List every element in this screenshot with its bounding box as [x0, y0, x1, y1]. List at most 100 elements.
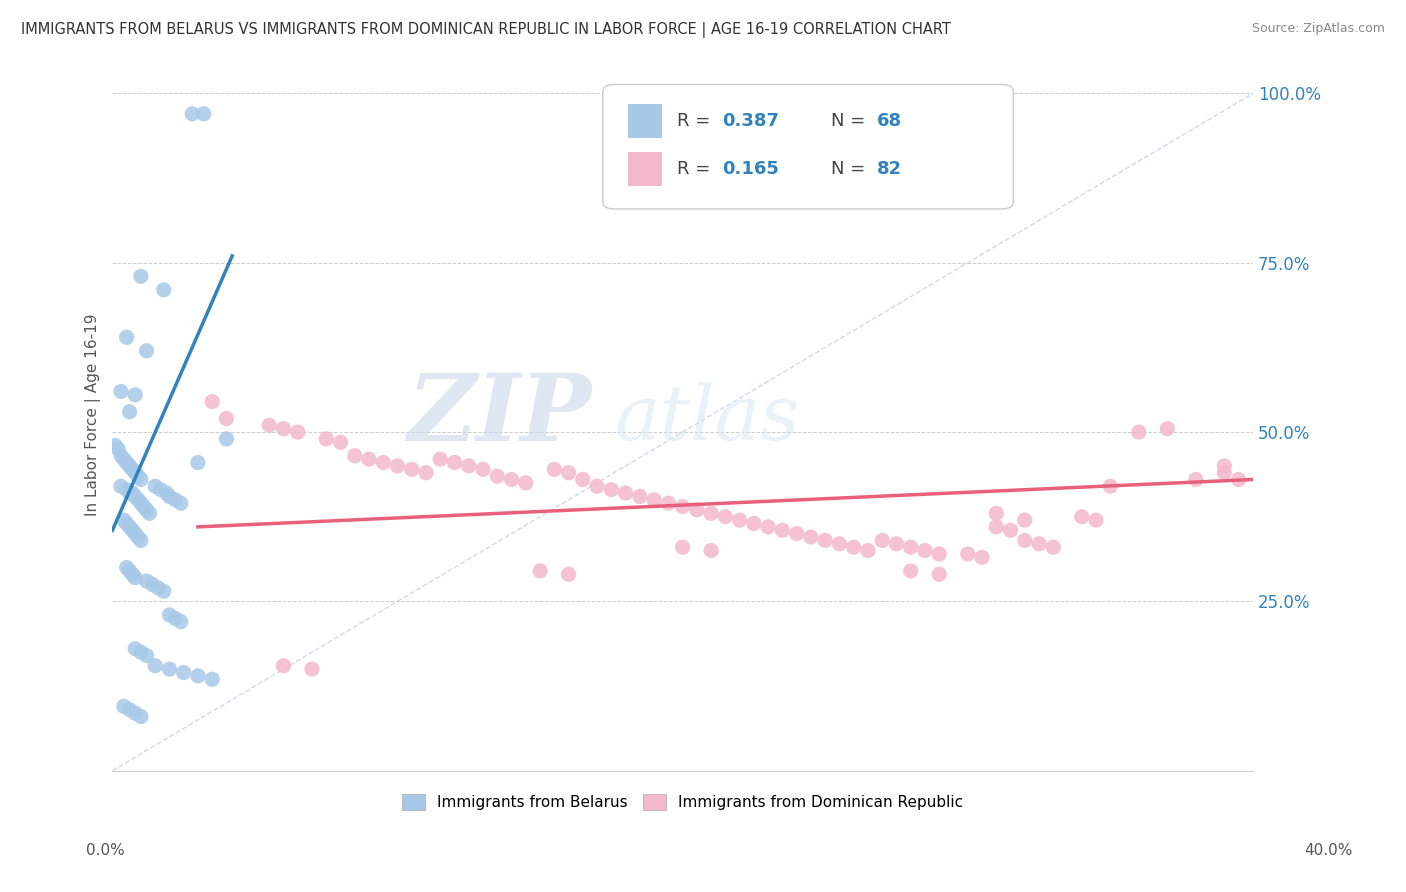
- Point: [557, 466, 579, 480]
- Point: [115, 456, 138, 470]
- Point: [786, 526, 808, 541]
- Point: [118, 486, 141, 500]
- Point: [110, 479, 132, 493]
- Point: [870, 533, 893, 548]
- Text: N =: N =: [831, 112, 870, 129]
- Point: [373, 456, 395, 470]
- Point: [1128, 425, 1150, 439]
- Point: [928, 547, 950, 561]
- Point: [1213, 458, 1236, 473]
- Point: [643, 492, 665, 507]
- Text: atlas: atlas: [614, 382, 800, 456]
- Point: [273, 422, 295, 436]
- Point: [387, 458, 409, 473]
- Point: [429, 452, 451, 467]
- Point: [132, 500, 155, 514]
- Point: [956, 547, 979, 561]
- Point: [104, 439, 127, 453]
- Point: [1028, 537, 1050, 551]
- Point: [201, 673, 224, 687]
- Point: [110, 449, 132, 463]
- Point: [135, 574, 157, 588]
- Point: [315, 432, 337, 446]
- Point: [900, 564, 922, 578]
- Point: [124, 466, 146, 480]
- Point: [118, 405, 141, 419]
- Point: [187, 669, 209, 683]
- Point: [173, 665, 195, 680]
- Point: [138, 506, 160, 520]
- Point: [124, 526, 146, 541]
- Legend: Immigrants from Belarus, Immigrants from Dominican Republic: Immigrants from Belarus, Immigrants from…: [396, 789, 969, 816]
- Point: [118, 564, 141, 578]
- Point: [928, 567, 950, 582]
- Text: ZIP: ZIP: [408, 370, 592, 460]
- Point: [557, 567, 579, 582]
- Point: [856, 543, 879, 558]
- Text: R =: R =: [676, 160, 716, 178]
- Point: [672, 540, 695, 554]
- Point: [900, 540, 922, 554]
- Point: [115, 516, 138, 531]
- Point: [886, 537, 908, 551]
- Point: [1070, 509, 1092, 524]
- Point: [187, 456, 209, 470]
- Point: [1014, 513, 1036, 527]
- Point: [486, 469, 509, 483]
- Point: [112, 699, 135, 714]
- Point: [828, 537, 851, 551]
- Point: [170, 615, 193, 629]
- FancyBboxPatch shape: [603, 85, 1014, 209]
- Point: [970, 550, 993, 565]
- Y-axis label: In Labor Force | Age 16-19: In Labor Force | Age 16-19: [86, 314, 101, 516]
- Point: [700, 543, 723, 558]
- Text: IMMIGRANTS FROM BELARUS VS IMMIGRANTS FROM DOMINICAN REPUBLIC IN LABOR FORCE | A: IMMIGRANTS FROM BELARUS VS IMMIGRANTS FR…: [21, 22, 950, 38]
- Point: [121, 462, 143, 476]
- Point: [110, 384, 132, 399]
- Point: [472, 462, 495, 476]
- Point: [700, 506, 723, 520]
- Point: [129, 709, 152, 723]
- Point: [443, 456, 465, 470]
- FancyBboxPatch shape: [628, 152, 662, 186]
- Point: [301, 662, 323, 676]
- Point: [129, 473, 152, 487]
- Point: [986, 506, 1008, 520]
- Point: [572, 473, 595, 487]
- Point: [149, 483, 172, 497]
- Point: [135, 343, 157, 358]
- Point: [672, 500, 695, 514]
- Point: [129, 533, 152, 548]
- Text: 0.387: 0.387: [723, 112, 779, 129]
- Point: [457, 458, 479, 473]
- Point: [152, 283, 174, 297]
- Text: 68: 68: [876, 112, 901, 129]
- Point: [215, 411, 238, 425]
- Point: [115, 560, 138, 574]
- Point: [1099, 479, 1122, 493]
- Point: [1000, 523, 1022, 537]
- Point: [1213, 466, 1236, 480]
- Text: 0.0%: 0.0%: [86, 843, 125, 857]
- Point: [842, 540, 865, 554]
- Point: [129, 496, 152, 510]
- Point: [159, 490, 181, 504]
- Point: [914, 543, 936, 558]
- Point: [118, 703, 141, 717]
- Point: [127, 469, 149, 483]
- Text: 40.0%: 40.0%: [1305, 843, 1353, 857]
- Point: [1156, 422, 1178, 436]
- Point: [107, 442, 129, 456]
- Point: [586, 479, 609, 493]
- Text: R =: R =: [676, 112, 716, 129]
- Point: [357, 452, 380, 467]
- Point: [814, 533, 837, 548]
- Point: [124, 490, 146, 504]
- Point: [124, 388, 146, 402]
- Point: [135, 648, 157, 663]
- Point: [515, 475, 537, 490]
- Point: [529, 564, 551, 578]
- Point: [742, 516, 765, 531]
- Point: [127, 492, 149, 507]
- Point: [287, 425, 309, 439]
